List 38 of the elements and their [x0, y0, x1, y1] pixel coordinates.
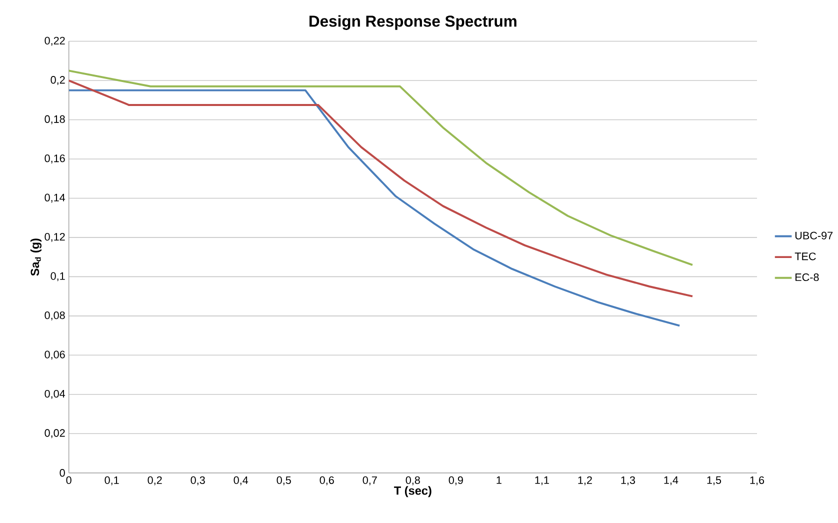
x-tick-label: 1,2 — [578, 476, 592, 486]
legend-label: EC-8 — [796, 273, 819, 282]
y-tick-label: 0,18 — [44, 115, 65, 124]
line-series — [68, 89, 681, 327]
x-tick-label: 0,7 — [362, 476, 377, 486]
x-tick-label: 0,3 — [190, 476, 205, 486]
x-tick-label: 1,1 — [535, 476, 549, 486]
y-tick-label: 0,14 — [44, 194, 66, 203]
y-tick-label: 0,1 — [50, 272, 65, 282]
x-tick-label: 0,2 — [148, 476, 162, 486]
x-tick-label: 0,9 — [448, 476, 463, 486]
x-axis-title: T (sec) — [394, 486, 432, 498]
y-tick-label: 0,16 — [44, 154, 65, 164]
x-tick-label: 1,3 — [621, 476, 636, 486]
x-tick-label: 0,4 — [234, 476, 248, 486]
chart-title: Design Response Spectrum — [310, 15, 516, 30]
x-tick-label: 1,5 — [707, 476, 722, 486]
x-tick-label: 0 — [66, 476, 72, 484]
y-tick-label: 0,2 — [50, 76, 65, 85]
x-tick-label: 0,8 — [406, 476, 420, 486]
y-axis-title: Sa$_{d}$ (g) — [30, 238, 42, 276]
y-tick-label: 0 — [60, 469, 65, 477]
legend-label: TEC — [794, 252, 816, 260]
line-series — [68, 70, 694, 266]
x-tick-label: 1,4 — [664, 476, 678, 486]
y-tick-label: 0,08 — [44, 311, 65, 320]
x-tick-label: 0,1 — [104, 476, 119, 486]
legend-label: UBC-97 — [795, 232, 833, 240]
y-tick-label: 0,12 — [44, 233, 65, 242]
x-tick-label: 0,5 — [276, 476, 291, 486]
x-tick-label: 1,6 — [750, 476, 764, 486]
y-tick-label: 0,06 — [44, 350, 65, 360]
y-tick-label: 0,04 — [44, 390, 66, 399]
y-tick-label: 0,02 — [44, 429, 65, 438]
line-series — [68, 80, 694, 298]
y-tick-label: 0,22 — [44, 36, 65, 46]
x-tick-label: 1 — [496, 476, 502, 484]
x-tick-label: 0,6 — [320, 476, 334, 486]
